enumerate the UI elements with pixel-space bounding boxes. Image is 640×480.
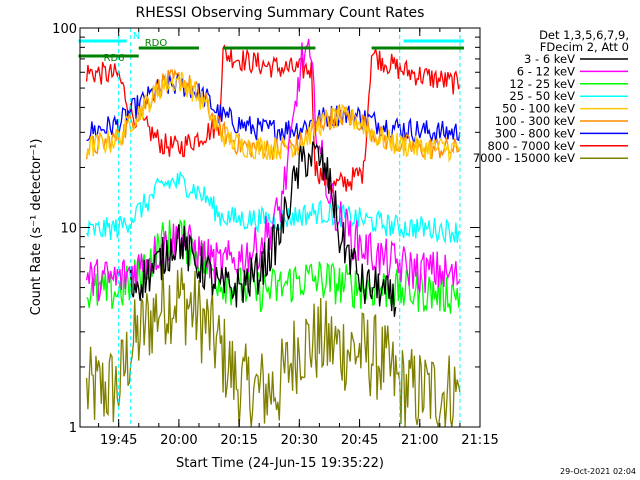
legend-header-line-2: FDecim 2, Att 0 — [540, 40, 629, 54]
x-axis-label: Start Time (24-Jun-15 19:35:22) — [176, 456, 384, 471]
x-tick-label-6: 21:15 — [461, 433, 498, 448]
legend-label-7: 800 - 7000 keV — [487, 139, 575, 153]
plot-area — [85, 28, 461, 428]
series-line-4 — [85, 71, 461, 163]
x-tick-label-0: 19:45 — [100, 433, 137, 448]
legend-label-4: 50 - 100 keV — [502, 102, 575, 116]
legend-label-5: 100 - 300 keV — [495, 114, 575, 128]
y-tick-label-0: 1 — [69, 421, 77, 436]
legend-label-6: 300 - 800 keV — [495, 126, 575, 140]
legend-label-8: 7000 - 15000 keV — [473, 151, 575, 165]
y-axis-label: Count Rate (s⁻¹ detector⁻¹) — [29, 139, 44, 316]
series-line-0 — [130, 141, 397, 317]
legend: Det 1,3,5,6,7,9, FDecim 2, Att 0 3 - 6 k… — [473, 28, 629, 165]
y-tick-label-2: 100 — [52, 22, 77, 37]
series-line-6 — [86, 73, 461, 143]
x-tick-label-4: 20:45 — [341, 433, 378, 448]
legend-label-1: 6 - 12 keV — [517, 64, 575, 78]
legend-header-line-1: Det 1,3,5,6,7,9, — [539, 28, 629, 42]
x-tick-label-3: 20:30 — [281, 433, 318, 448]
chart-title: RHESSI Observing Summary Count Rates — [136, 5, 425, 21]
legend-label-3: 25 - 50 keV — [509, 89, 575, 103]
axes: 19:45 20:00 20:15 20:30 20:45 21:00 21:15 1 10 10… — [52, 22, 499, 448]
x-tick-label-1: 20:00 — [160, 433, 197, 448]
legend-label-2: 12 - 25 keV — [509, 77, 575, 91]
flag-label-n: N — [133, 31, 140, 42]
flag-label-rd6: RD6 — [104, 53, 125, 64]
legend-label-0: 3 - 6 keV — [524, 52, 575, 66]
series-line-7 — [85, 44, 461, 194]
series-line-8 — [85, 262, 461, 428]
x-tick-label-5: 21:00 — [401, 433, 438, 448]
flag-label-rdo: RDO — [145, 38, 168, 49]
footer-timestamp: 29-Oct-2021 02:04 — [560, 467, 636, 476]
y-tick-label-1: 10 — [60, 222, 77, 237]
x-tick-label-2: 20:15 — [220, 433, 257, 448]
flag-bars: RD6 RDO N — [78, 31, 464, 64]
